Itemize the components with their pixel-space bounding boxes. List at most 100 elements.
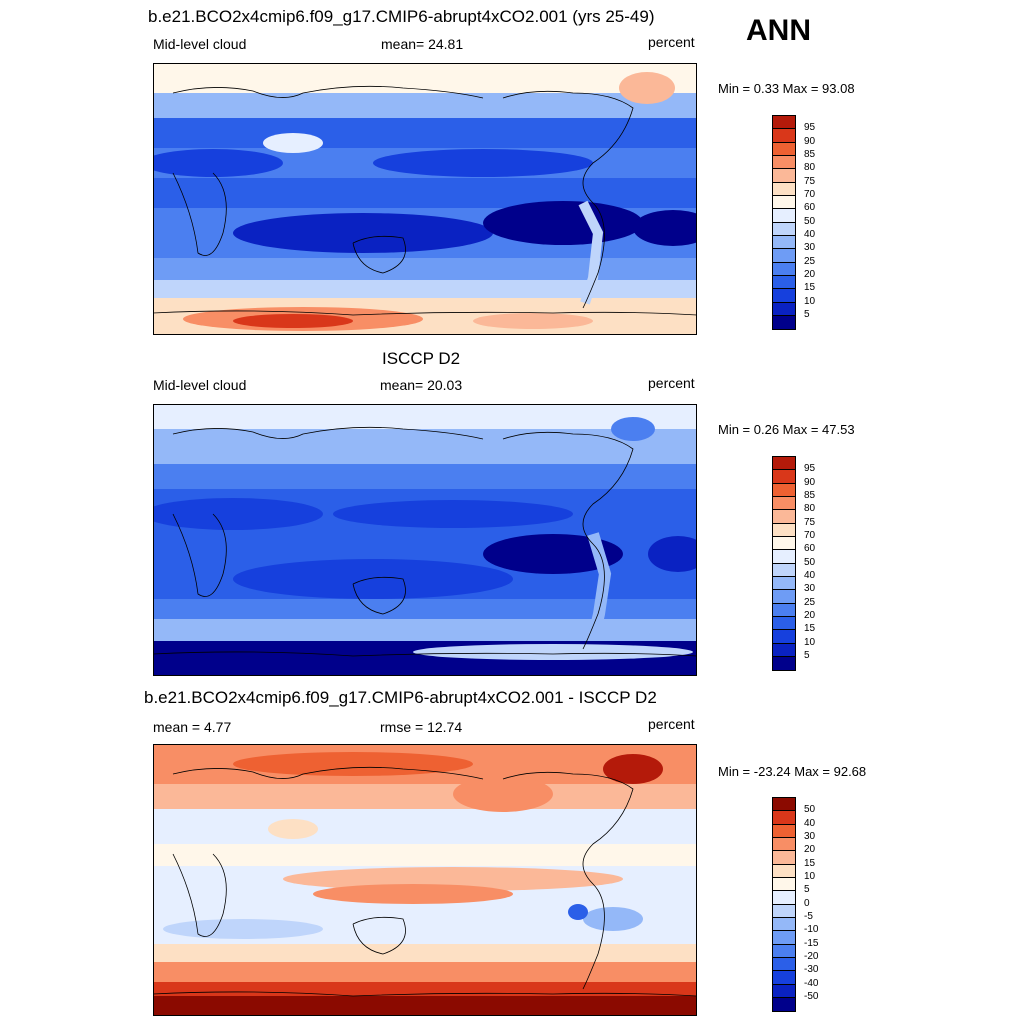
colorbar-tick-label: 80 xyxy=(804,162,816,174)
colorbar-swatch xyxy=(773,957,795,972)
colorbar-tick-label: 90 xyxy=(804,476,816,488)
model-panel-title: b.e21.BCO2x4cmip6.f09_g17.CMIP6-abrupt4x… xyxy=(148,7,655,26)
colorbar-swatch xyxy=(773,576,795,591)
colorbar-swatch xyxy=(773,195,795,210)
model-variable-label: Mid-level cloud xyxy=(153,36,247,52)
colorbar-tick-label: 5 xyxy=(804,308,810,320)
colorbar-swatch xyxy=(773,523,795,537)
colorbar-tick-label: 70 xyxy=(804,188,816,200)
colorbar-tick-label: 10 xyxy=(804,295,816,307)
colorbar-tick-label: 20 xyxy=(804,844,816,856)
colorbar-tick-label: 90 xyxy=(804,135,816,147)
colorbar-tick-label: -20 xyxy=(804,950,819,962)
obs-minmax-label: Min = 0.26 Max = 47.53 xyxy=(718,422,855,437)
colorbar-swatch xyxy=(773,643,795,657)
colorbar-swatch xyxy=(773,510,795,524)
colorbar-tick-label: 75 xyxy=(804,516,816,528)
colorbar-tick-label: 40 xyxy=(804,228,816,240)
diff-rmse-label: rmse = 12.74 xyxy=(380,719,463,735)
colorbar-swatch xyxy=(773,824,795,838)
colorbar-swatch xyxy=(773,169,795,183)
colorbar-swatch xyxy=(773,971,795,985)
colorbar-swatch xyxy=(773,536,795,551)
colorbar-swatch xyxy=(773,837,795,852)
colorbar-tick-label: 5 xyxy=(804,649,810,661)
obs-variable-label: Mid-level cloud xyxy=(153,377,247,393)
colorbar-tick-label: 60 xyxy=(804,202,816,214)
colorbar-swatch xyxy=(773,302,795,316)
colorbar-swatch xyxy=(773,590,795,604)
colorbar-tick-label: -50 xyxy=(804,990,819,1002)
colorbar-tick-label: -5 xyxy=(804,910,813,922)
diff-panel-title: b.e21.BCO2x4cmip6.f09_g17.CMIP6-abrupt4x… xyxy=(144,688,657,707)
obs-map xyxy=(153,404,697,676)
colorbar-tick-label: 85 xyxy=(804,489,816,501)
colorbar-tick-label: 15 xyxy=(804,857,816,869)
colorbar-tick-label: 60 xyxy=(804,543,816,555)
colorbar-tick-label: -15 xyxy=(804,937,819,949)
colorbar-tick-label: -40 xyxy=(804,977,819,989)
colorbar-tick-label: 20 xyxy=(804,609,816,621)
colorbar-tick-label: 85 xyxy=(804,148,816,160)
colorbar-tick-label: -30 xyxy=(804,964,819,976)
colorbar-tick-label: 80 xyxy=(804,503,816,515)
colorbar-tick-label: 15 xyxy=(804,623,816,635)
colorbar-swatch xyxy=(773,630,795,644)
colorbar-tick-label: 5 xyxy=(804,884,810,896)
colorbar-swatch xyxy=(773,142,795,156)
colorbar-swatch xyxy=(773,275,795,290)
colorbar-swatch xyxy=(773,550,795,564)
colorbar-swatch xyxy=(773,917,795,932)
colorbar-tick-label: 30 xyxy=(804,242,816,254)
colorbar-tick-label: 20 xyxy=(804,268,816,280)
diff-units-label: percent xyxy=(648,716,695,732)
colorbar-tick-label: 25 xyxy=(804,255,816,267)
colorbar-swatch xyxy=(773,877,795,892)
colorbar-swatch xyxy=(773,209,795,223)
colorbar-swatch xyxy=(773,315,795,330)
colorbar-tick-label: 95 xyxy=(804,122,816,134)
colorbar-swatch xyxy=(773,944,795,958)
colorbar-swatch xyxy=(773,182,795,196)
diff-minmax-label: Min = -23.24 Max = 92.68 xyxy=(718,764,867,779)
colorbar-swatch xyxy=(773,222,795,236)
model-mean-label: mean= 24.81 xyxy=(381,36,464,52)
obs-mean-label: mean= 20.03 xyxy=(380,377,463,393)
colorbar-swatch xyxy=(773,496,795,511)
colorbar-swatch xyxy=(773,155,795,170)
obs-colorbar xyxy=(772,456,796,672)
colorbar-tick-label: 10 xyxy=(804,636,816,648)
colorbar-swatch xyxy=(773,798,795,812)
model-colorbar xyxy=(772,115,796,331)
colorbar-swatch xyxy=(773,984,795,998)
colorbar-tick-label: 95 xyxy=(804,463,816,475)
colorbar-swatch xyxy=(773,851,795,865)
colorbar-tick-label: 10 xyxy=(804,870,816,882)
colorbar-tick-label: 30 xyxy=(804,583,816,595)
obs-units-label: percent xyxy=(648,375,695,391)
colorbar-tick-label: 40 xyxy=(804,569,816,581)
colorbar-tick-label: 0 xyxy=(804,897,810,909)
colorbar-swatch xyxy=(773,235,795,250)
obs-panel-title: ISCCP D2 xyxy=(382,349,461,368)
colorbar-tick-label: -10 xyxy=(804,924,819,936)
colorbar-swatch xyxy=(773,563,795,577)
colorbar-swatch xyxy=(773,603,795,617)
colorbar-tick-label: 40 xyxy=(804,817,816,829)
colorbar-swatch xyxy=(773,864,795,878)
model-map xyxy=(153,63,697,335)
model-units-label: percent xyxy=(648,34,695,50)
diff-mean-label: mean = 4.77 xyxy=(153,719,232,735)
colorbar-tick-label: 75 xyxy=(804,175,816,187)
season-label: ANN xyxy=(746,14,811,47)
colorbar-tick-label: 25 xyxy=(804,596,816,608)
colorbar-swatch xyxy=(773,249,795,263)
colorbar-swatch xyxy=(773,891,795,905)
colorbar-tick-label: 70 xyxy=(804,529,816,541)
colorbar-tick-label: 50 xyxy=(804,215,816,227)
colorbar-swatch xyxy=(773,931,795,945)
model-minmax-label: Min = 0.33 Max = 93.08 xyxy=(718,81,855,96)
colorbar-tick-label: 30 xyxy=(804,830,816,842)
colorbar-swatch xyxy=(773,289,795,303)
colorbar-swatch xyxy=(773,262,795,276)
